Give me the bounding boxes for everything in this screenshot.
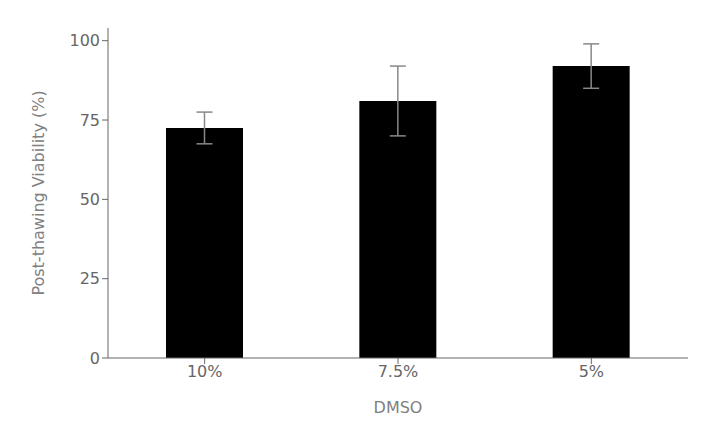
svg-text:10%: 10% — [187, 362, 223, 381]
svg-text:5%: 5% — [579, 362, 604, 381]
svg-text:7.5%: 7.5% — [378, 362, 419, 381]
svg-text:DMSO: DMSO — [374, 398, 423, 417]
svg-text:25: 25 — [80, 269, 100, 288]
svg-text:50: 50 — [80, 190, 100, 209]
svg-text:100: 100 — [69, 31, 100, 50]
svg-text:Post-thawing Viability (%): Post-thawing Viability (%) — [29, 90, 48, 295]
svg-text:0: 0 — [90, 349, 100, 368]
svg-text:75: 75 — [80, 111, 100, 130]
